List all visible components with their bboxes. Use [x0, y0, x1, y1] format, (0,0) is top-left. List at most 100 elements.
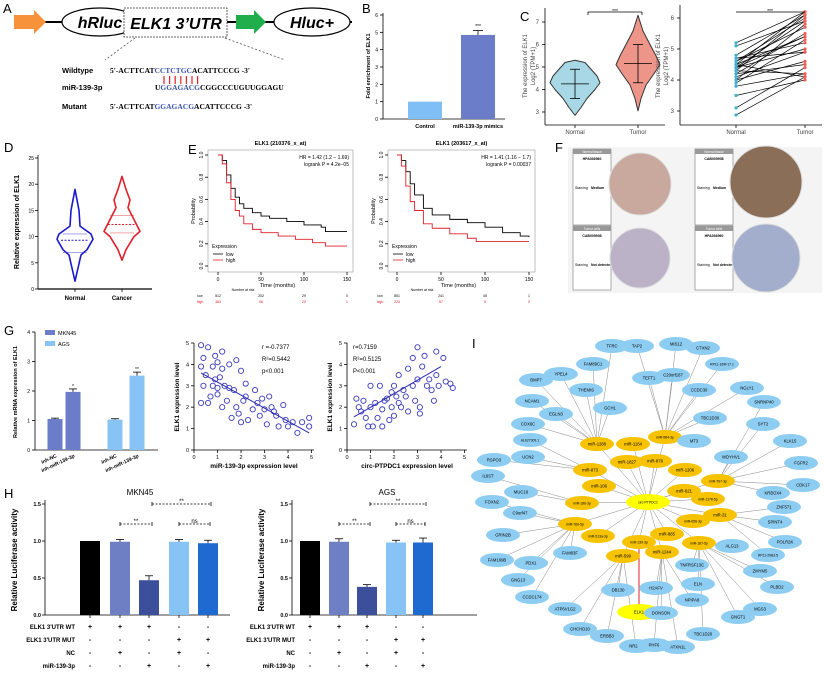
network-node-label: MGS3 [754, 607, 767, 612]
scatter-point [306, 414, 313, 421]
network-edge [531, 523, 576, 598]
d-y-tick-label: 15 [28, 208, 34, 214]
network-node-mrna: MIS12 [659, 337, 693, 351]
f-tissue-core-image [729, 145, 803, 219]
scatter-point [233, 404, 240, 411]
network-node-label: GRIN2B [495, 533, 511, 538]
h-condition-sign: + [394, 637, 398, 644]
network-node-label: TBC1D20 [694, 632, 713, 637]
network-edge [717, 401, 765, 482]
network-node-shape [548, 602, 582, 616]
network-node-shape [767, 500, 801, 514]
h-condition-sign: + [308, 624, 312, 631]
h-condition-sign: - [338, 663, 341, 670]
network-node-shape [511, 417, 545, 431]
network-node-label: NGLY1 [740, 386, 754, 391]
network-node-shape [705, 357, 739, 371]
e-risk-title: Number at risk [411, 288, 434, 292]
scatter-point [200, 354, 207, 362]
c2-normal-point [734, 75, 738, 79]
h-condition-sign: - [119, 637, 122, 644]
c2-tumor-point [803, 35, 807, 39]
network-node-mrna: MGS3 [743, 602, 777, 616]
e-y-tick-label: 0.2 [379, 240, 385, 247]
d-violin [56, 188, 94, 282]
network-node-mrna: CCDC30 [682, 383, 716, 397]
network-node-mrna: DONSON [644, 606, 678, 620]
c2-pair-line [735, 20, 806, 47]
panel-label: C [520, 9, 529, 24]
c2-normal-point [734, 113, 738, 117]
network-node-label: CCDC174 [522, 595, 542, 600]
network-node-label: miR-1244 [653, 550, 672, 555]
scatter-y-tick-label: 0 [186, 448, 189, 454]
f-info-header-bar [573, 149, 611, 154]
h-condition-sign: + [337, 624, 341, 631]
scatter-point [228, 414, 235, 421]
e-x-tick-label: 100 [481, 277, 490, 283]
c2-pair-line [735, 51, 806, 59]
scatter-point [402, 393, 409, 400]
c2-normal-point [734, 56, 738, 60]
network-node-label: GNGT1 [731, 615, 746, 620]
network-node-mrna: COX6C [511, 417, 545, 431]
h-condition-label: ELK1 3'UTR WT [250, 625, 295, 631]
network-edge [647, 436, 666, 503]
scatter-point [423, 382, 430, 389]
network-edge [648, 377, 666, 438]
c2-pair-line [735, 70, 806, 75]
f-info-header: Normal tissue [582, 150, 602, 154]
f-staining-value: Medium [591, 186, 604, 190]
network-node-mrna: ELN [681, 577, 715, 591]
c2-pair-line [735, 51, 806, 78]
h-condition-sign: - [422, 624, 425, 631]
c-x-tick-label: Normal [565, 130, 584, 136]
network-node-shape [686, 627, 720, 641]
c2-normal-point [734, 93, 738, 98]
network-edge [560, 373, 598, 445]
scatter-point [205, 399, 212, 406]
e-y-tick-label: 1.0 [199, 151, 205, 158]
network-node-label: YPEL4 [554, 372, 568, 377]
e-risk-count: 512 [215, 294, 221, 298]
e-risk-count: 0 [528, 300, 530, 304]
utr-box [123, 7, 228, 38]
network-node-label: miR-1288 [588, 442, 607, 447]
network-node-label: miR-187-5p [690, 542, 708, 546]
scatter-point [379, 423, 386, 430]
network-node-mirna: miR-876 [638, 454, 672, 468]
network-edge [717, 440, 791, 482]
network-edge [664, 389, 700, 438]
scatter-point [376, 382, 383, 389]
scatter-point [282, 416, 289, 424]
scatter-point [435, 382, 442, 389]
h-condition-sign: - [309, 637, 312, 644]
network-node-label: CTXN2 [696, 346, 710, 351]
c2-normal-point [734, 59, 738, 64]
scatter-point [449, 384, 456, 391]
e-y-tick-label: 0.4 [199, 218, 205, 225]
scatter-y-tick-label: 2 [186, 405, 189, 411]
network-node-mrna: FOXN2 [475, 495, 509, 509]
scatter-point [244, 416, 252, 424]
h-condition-sign: + [421, 637, 425, 644]
e-risk-count: 851 [394, 294, 400, 298]
e-x-tick-label: 0 [217, 277, 220, 283]
network-node-label: MUC19 [514, 490, 529, 495]
scatter-x-tick-label: 5 [463, 455, 466, 461]
hluc-element [273, 7, 351, 37]
network-node-label: SNRNP40 [754, 400, 774, 405]
h-condition-sign: + [206, 663, 210, 670]
h-condition-sign: - [89, 650, 92, 657]
network-node-mrna: NPIPA8 [675, 593, 709, 607]
network-node-label: ELN [694, 582, 702, 587]
h-y-axis-label: Relative Luciferase activity [10, 508, 19, 611]
e-x-tick-label: 150 [525, 277, 534, 283]
e-risk-row-label: low [377, 294, 383, 298]
scatter-point [197, 399, 205, 406]
network-edge [585, 389, 598, 445]
c2-normal-point [734, 44, 738, 48]
network-edge [592, 363, 598, 445]
network-edge [531, 400, 598, 445]
